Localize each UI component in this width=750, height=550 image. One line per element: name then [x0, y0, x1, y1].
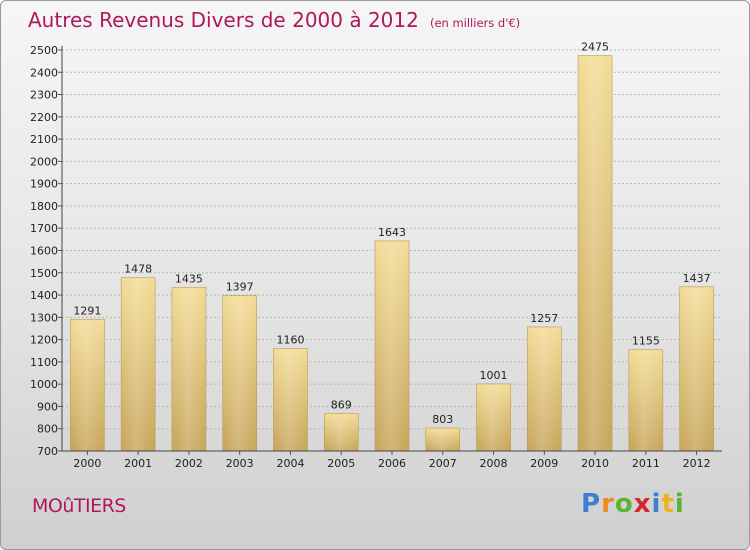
town-name: MOûTIERS	[32, 495, 126, 517]
y-tick-label: 800	[37, 423, 58, 436]
bar-highlight	[72, 320, 103, 451]
y-tick-label: 2400	[30, 66, 58, 79]
value-label: 1397	[226, 281, 254, 294]
bar-highlight	[580, 56, 611, 451]
x-tick-label: 2012	[683, 457, 711, 470]
logo-letter: i	[651, 489, 662, 519]
y-tick-label: 1100	[30, 356, 58, 369]
value-label: 1155	[632, 335, 660, 348]
logo-letter: t	[661, 489, 675, 519]
chart-title: Autres Revenus Divers de 2000 à 2012 (en…	[28, 8, 520, 32]
value-label: 1291	[73, 304, 101, 317]
x-tick-label: 2009	[530, 457, 558, 470]
y-tick-label: 1600	[30, 245, 58, 258]
x-tick-label: 2004	[276, 457, 304, 470]
y-tick-label: 1300	[30, 311, 58, 324]
x-tick-label: 2002	[175, 457, 203, 470]
proxiti-logo[interactable]: Proxiti	[581, 489, 685, 519]
y-tick-label: 2100	[30, 133, 58, 146]
logo-letter: x	[633, 489, 652, 519]
x-tick-label: 2008	[480, 457, 508, 470]
bar-highlight	[173, 288, 204, 451]
y-tick-label: 1000	[30, 378, 58, 391]
value-label: 1435	[175, 272, 203, 285]
value-label: 1257	[530, 312, 558, 325]
y-tick-label: 700	[37, 445, 58, 458]
value-label: 1001	[480, 369, 508, 382]
bar-highlight	[478, 384, 509, 451]
y-tick-label: 2500	[30, 44, 58, 57]
chart-title-unit: (en milliers d'€)	[429, 16, 521, 30]
value-label: 1437	[683, 272, 711, 285]
bar-highlight	[427, 429, 458, 451]
chart-title-main: Autres Revenus Divers de 2000 à 2012	[28, 8, 419, 32]
y-tick-label: 1800	[30, 200, 58, 213]
x-tick-label: 2010	[581, 457, 609, 470]
logo-letter: P	[581, 489, 602, 519]
bar-highlight	[529, 327, 560, 451]
bar-highlight	[681, 287, 712, 451]
bar-highlight	[630, 350, 661, 451]
y-tick-label: 1900	[30, 178, 58, 191]
value-label: 1643	[378, 226, 406, 239]
bar-highlight	[326, 414, 357, 451]
y-tick-label: 1500	[30, 267, 58, 280]
x-tick-label: 2003	[226, 457, 254, 470]
x-tick-label: 2007	[429, 457, 457, 470]
y-tick-label: 900	[37, 400, 58, 413]
bar-highlight	[275, 349, 306, 451]
y-tick-label: 2000	[30, 155, 58, 168]
y-tick-label: 2300	[30, 89, 58, 102]
logo-letter: o	[614, 489, 634, 519]
value-label: 2475	[581, 41, 609, 54]
value-label: 803	[432, 413, 453, 426]
logo-letter: i	[674, 489, 685, 519]
logo-letter: r	[601, 489, 615, 519]
value-label: 869	[331, 398, 352, 411]
x-axis-ticks: 2000 2001 2002 2003 2004 2005 2006 2007 2008 2009…	[73, 451, 711, 470]
x-tick-label: 2005	[327, 457, 355, 470]
value-labels: 1291 1478 1435 1397 1160 869 1643 803 1001 1257 24…	[73, 41, 710, 426]
bar-highlight	[224, 296, 255, 451]
y-tick-label: 1400	[30, 289, 58, 302]
y-tick-label: 1200	[30, 334, 58, 347]
y-tick-label: 1700	[30, 222, 58, 235]
y-axis-ticks: 700 800 900 1000 1100 1200 1300 1400 1500 1600 170…	[30, 44, 62, 458]
bars	[70, 55, 714, 452]
x-tick-label: 2006	[378, 457, 406, 470]
bar-highlight	[123, 278, 154, 451]
x-tick-label: 2001	[124, 457, 152, 470]
value-label: 1160	[276, 334, 304, 347]
value-label: 1478	[124, 263, 152, 276]
axes	[61, 46, 722, 452]
x-tick-label: 2011	[632, 457, 660, 470]
y-tick-label: 2200	[30, 111, 58, 124]
bar-highlight	[377, 241, 407, 451]
x-tick-label: 2000	[73, 457, 101, 470]
